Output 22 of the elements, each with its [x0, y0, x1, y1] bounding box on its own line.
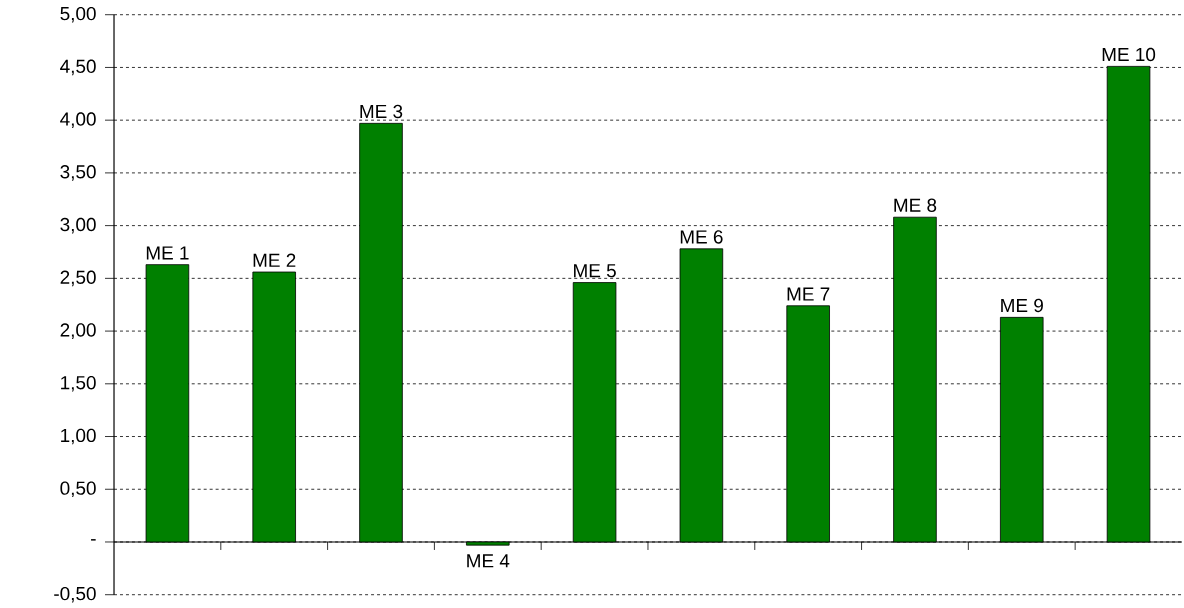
data-label: ME 5 — [574, 264, 616, 278]
data-label: ME 7 — [787, 287, 830, 301]
y-tick-label: 3,50 — [60, 165, 96, 181]
y-tick-label: 4,00 — [60, 112, 96, 128]
y-tick-label: - — [91, 539, 96, 541]
y-tick-label: 5,00 — [60, 6, 96, 23]
data-label: ME 3 — [360, 104, 403, 119]
y-tick-label: 2,00 — [60, 323, 96, 339]
y-tick-label: 2,50 — [60, 270, 96, 287]
data-label: ME 10 — [1102, 47, 1156, 62]
y-tick-label: 0,50 — [60, 481, 96, 498]
data-label: ME 4 — [467, 554, 510, 568]
y-tick-label: 1,50 — [61, 375, 96, 392]
data-label: ME 9 — [1001, 298, 1043, 313]
y-tick-label: 1,00 — [61, 428, 96, 445]
y-tick-label: -0,50 — [54, 586, 96, 603]
data-label: ME 8 — [894, 198, 937, 212]
data-label: ME 2 — [253, 253, 296, 267]
y-tick-label: 4,50 — [60, 59, 96, 76]
data-label: ME 1 — [146, 246, 189, 260]
data-label: ME 6 — [680, 230, 723, 244]
y-tick-label: 3,00 — [60, 217, 96, 234]
